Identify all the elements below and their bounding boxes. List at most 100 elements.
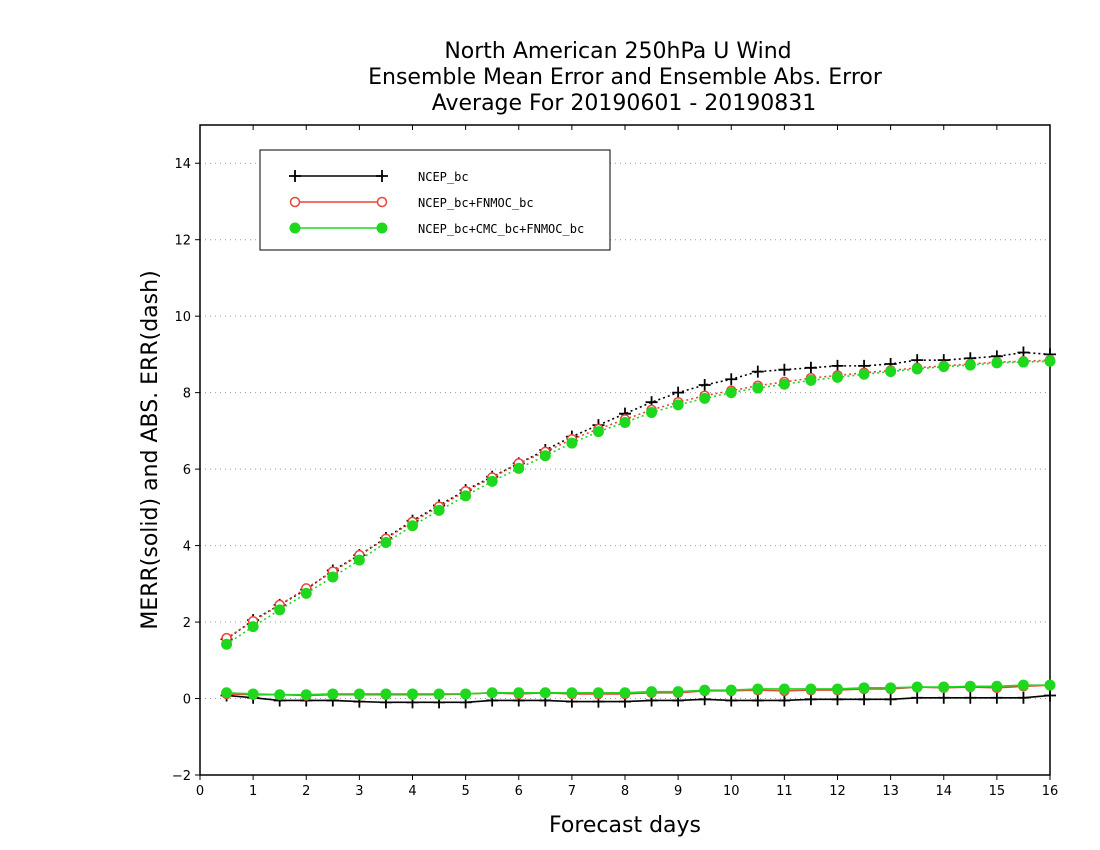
x-tick-label: 8 — [621, 784, 629, 799]
abserr-point — [698, 379, 711, 391]
merr-point — [274, 689, 286, 701]
y-tick-label: 6 — [183, 463, 191, 478]
abserr-point — [778, 378, 790, 390]
merr-point — [699, 684, 711, 696]
merr-point — [858, 693, 871, 706]
x-tick-label: 4 — [408, 784, 416, 799]
abserr-point — [327, 571, 339, 583]
merr-point — [486, 687, 498, 699]
abserr-point — [539, 450, 551, 462]
merr-point — [964, 691, 977, 704]
abserr-point — [460, 490, 472, 502]
merr-point — [1044, 689, 1056, 702]
abserr-point — [566, 437, 578, 449]
x-tick-label: 15 — [989, 784, 1006, 799]
x-tick-label: 6 — [515, 784, 523, 799]
x-tick-label: 11 — [776, 784, 793, 799]
title-line-2: Ensemble Mean Error and Ensemble Abs. Er… — [368, 65, 883, 90]
abserr-point — [433, 504, 445, 516]
abserr-line — [226, 359, 1051, 639]
merr-point — [646, 686, 658, 698]
merr-point — [1017, 691, 1030, 704]
x-tick-label: 16 — [1042, 784, 1059, 799]
x-tick-label: 10 — [723, 784, 740, 799]
abserr-point — [991, 357, 1003, 369]
merr-point — [778, 683, 790, 695]
merr-point — [911, 681, 923, 693]
x-tick-label: 9 — [674, 784, 682, 799]
merr-point — [513, 687, 525, 699]
abserr-point — [832, 371, 843, 383]
abserr-line — [226, 351, 1051, 640]
merr-point — [353, 688, 365, 700]
series-ncep-bc — [220, 346, 1056, 709]
x-tick-label: 3 — [355, 784, 363, 799]
merr-point — [885, 682, 897, 694]
abserr-point — [752, 382, 764, 394]
abserr-point — [1017, 356, 1029, 368]
legend-entry: NCEP_bc+CMC_bc+FNMOC_bc — [289, 222, 584, 236]
series-layer — [220, 346, 1056, 709]
abserr-point — [247, 621, 259, 633]
merr-point — [433, 688, 445, 700]
x-tick-label: 2 — [302, 784, 310, 799]
title-line-1: North American 250hPa U Wind — [444, 39, 791, 64]
legend-box — [259, 149, 611, 251]
abserr-point — [221, 638, 233, 650]
abserr-point — [513, 462, 525, 474]
merr-point — [1044, 679, 1056, 691]
merr-point — [300, 689, 312, 701]
legend-label: NCEP_bc+CMC_bc+FNMOC_bc — [418, 222, 584, 236]
merr-point — [221, 687, 233, 699]
merr-point — [751, 694, 764, 707]
merr-point — [858, 682, 870, 694]
abserr-point — [938, 361, 950, 373]
merr-point — [1017, 679, 1029, 691]
x-axis-label: Forecast days — [549, 813, 701, 838]
abserr-point — [486, 475, 498, 487]
legend-entry: NCEP_bc+FNMOC_bc — [289, 196, 534, 210]
grid-lines — [200, 162, 1050, 776]
abserr-point — [407, 520, 418, 532]
abserr-point — [778, 363, 791, 376]
merr-point — [539, 687, 551, 699]
abserr-point — [885, 366, 897, 378]
abserr-point — [1044, 355, 1056, 367]
abserr-point — [353, 554, 365, 566]
abserr-point — [672, 386, 685, 399]
merr-point — [778, 694, 791, 707]
legend-marker — [376, 222, 388, 234]
merr-point — [805, 683, 817, 695]
merr-point — [566, 687, 578, 699]
y-tick-label: 14 — [174, 157, 191, 172]
y-tick-label: −2 — [172, 769, 191, 784]
merr-point — [725, 684, 737, 696]
legend-label: NCEP_bc — [418, 170, 469, 184]
abserr-point — [858, 368, 870, 380]
abserr-point — [619, 416, 631, 428]
merr-point — [938, 681, 950, 693]
y-tick-label: 8 — [183, 387, 191, 402]
x-tick-label: 14 — [935, 784, 952, 799]
merr-point — [964, 680, 976, 692]
merr-point — [380, 688, 392, 700]
abserr-point — [274, 604, 286, 616]
y-tick-label: 4 — [183, 540, 191, 555]
abserr-point — [300, 587, 312, 599]
abserr-point — [725, 387, 737, 399]
abserr-point — [380, 537, 392, 549]
abserr-point — [672, 399, 684, 411]
x-tick-label: 12 — [829, 784, 846, 799]
merr-point — [672, 686, 684, 698]
legend-label: NCEP_bc+FNMOC_bc — [418, 196, 534, 210]
legend-marker — [289, 170, 301, 182]
legend-marker — [376, 196, 388, 208]
abserr-point — [804, 361, 817, 374]
merr-point — [832, 683, 843, 695]
x-tick-label: 7 — [568, 784, 576, 799]
merr-point — [991, 680, 1003, 692]
x-tick-label: 5 — [461, 784, 469, 799]
legend: NCEP_bc NCEP_bc+FNMOC_bc NCEP_bc+CMC_bc+FN… — [259, 149, 611, 251]
merr-point — [407, 688, 418, 700]
merr-point — [990, 691, 1003, 704]
